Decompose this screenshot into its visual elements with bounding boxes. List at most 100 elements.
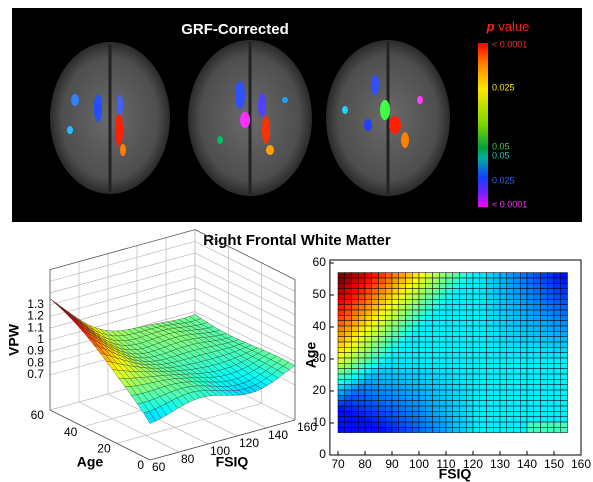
heat-cell bbox=[433, 417, 440, 422]
heat-cell bbox=[365, 337, 372, 342]
heat-cell bbox=[345, 369, 352, 374]
heat-cell bbox=[426, 342, 433, 347]
heat-cell bbox=[412, 353, 419, 358]
y-tick-label: 60 bbox=[31, 408, 45, 422]
heat-cell bbox=[487, 353, 494, 358]
heat-cell bbox=[547, 278, 554, 283]
heat-cell bbox=[379, 369, 386, 374]
heat-cell bbox=[338, 331, 345, 336]
heat-cell bbox=[365, 299, 372, 304]
heat-cell bbox=[338, 342, 345, 347]
heat-cell bbox=[372, 422, 379, 427]
heat-cell bbox=[487, 422, 494, 427]
heat-cell bbox=[439, 315, 446, 320]
heat-cell bbox=[446, 358, 453, 363]
heat-cell bbox=[493, 417, 500, 422]
heat-cell bbox=[385, 358, 392, 363]
heat-cell bbox=[365, 369, 372, 374]
heat-cell bbox=[500, 401, 507, 406]
heat-cell bbox=[392, 353, 399, 358]
heat-cell bbox=[399, 337, 406, 342]
heat-cell bbox=[453, 289, 460, 294]
heat-cell bbox=[419, 358, 426, 363]
heat-cell bbox=[554, 315, 561, 320]
heat-cell bbox=[446, 342, 453, 347]
heat-cell bbox=[345, 358, 352, 363]
heat-cell bbox=[345, 390, 352, 395]
heat-cell bbox=[392, 294, 399, 299]
heat-cell bbox=[419, 283, 426, 288]
heat-cell bbox=[466, 273, 473, 278]
heat-cell bbox=[352, 342, 359, 347]
colorbar-label: 0.025 bbox=[492, 175, 515, 185]
heat-cell bbox=[338, 347, 345, 352]
heat-cell bbox=[547, 321, 554, 326]
heat-cell bbox=[358, 374, 365, 379]
heat-cell bbox=[466, 315, 473, 320]
heat-cell bbox=[338, 411, 345, 416]
heat-cell bbox=[392, 315, 399, 320]
heat-cell bbox=[385, 342, 392, 347]
heat-cell bbox=[554, 427, 561, 432]
heat-cell bbox=[392, 379, 399, 384]
heat-cell bbox=[534, 342, 541, 347]
heat-cell bbox=[385, 401, 392, 406]
heat-cell bbox=[352, 411, 359, 416]
heat-cell bbox=[372, 379, 379, 384]
heat-cell bbox=[460, 379, 467, 384]
heat-cell bbox=[406, 369, 413, 374]
heat-cell bbox=[446, 273, 453, 278]
heat-cell bbox=[500, 273, 507, 278]
heat-cell bbox=[419, 417, 426, 422]
heat-cell bbox=[385, 315, 392, 320]
heat-cell bbox=[419, 310, 426, 315]
heat-cell bbox=[385, 273, 392, 278]
heat-cell bbox=[338, 417, 345, 422]
heat-cell bbox=[561, 422, 568, 427]
heat-cell bbox=[399, 273, 406, 278]
heat-cell bbox=[406, 337, 413, 342]
heat-cell bbox=[392, 289, 399, 294]
heat-cell bbox=[507, 395, 514, 400]
heat-cell bbox=[379, 331, 386, 336]
heat-cell bbox=[507, 379, 514, 384]
heat-cell bbox=[460, 310, 467, 315]
heat-cell bbox=[365, 326, 372, 331]
heat-cell bbox=[365, 278, 372, 283]
heat-cell bbox=[446, 401, 453, 406]
heat-cell bbox=[527, 315, 534, 320]
heat-cell bbox=[406, 395, 413, 400]
heat-cell bbox=[446, 278, 453, 283]
heat-cell bbox=[358, 310, 365, 315]
heat-cell bbox=[345, 315, 352, 320]
heat-cell bbox=[541, 363, 548, 368]
axis-line bbox=[50, 230, 195, 270]
heat-cell bbox=[379, 278, 386, 283]
heat-cell bbox=[541, 374, 548, 379]
heat-cell bbox=[392, 326, 399, 331]
heat-cell bbox=[358, 427, 365, 432]
heat-cell bbox=[487, 331, 494, 336]
heat-cell bbox=[412, 278, 419, 283]
heat-cell bbox=[453, 278, 460, 283]
heat-cell bbox=[547, 337, 554, 342]
heat-cell bbox=[466, 289, 473, 294]
heat-cell bbox=[554, 406, 561, 411]
heat-cell bbox=[527, 347, 534, 352]
heat-cell bbox=[514, 347, 521, 352]
heat-cell bbox=[372, 305, 379, 310]
figure: GRF-Corrected p value < 0.0001 0.025 0.0… bbox=[0, 0, 593, 482]
heat-cell bbox=[433, 299, 440, 304]
heat-cell bbox=[385, 374, 392, 379]
heat-cell bbox=[453, 305, 460, 310]
heat-cell bbox=[358, 347, 365, 352]
heat-cell bbox=[412, 406, 419, 411]
heat-cell bbox=[372, 299, 379, 304]
heat-cell bbox=[466, 369, 473, 374]
heat-cell bbox=[554, 342, 561, 347]
heat-cell bbox=[493, 273, 500, 278]
heat-cell bbox=[507, 289, 514, 294]
heat-cell bbox=[507, 427, 514, 432]
heat-cell bbox=[385, 353, 392, 358]
heat-cell bbox=[534, 417, 541, 422]
